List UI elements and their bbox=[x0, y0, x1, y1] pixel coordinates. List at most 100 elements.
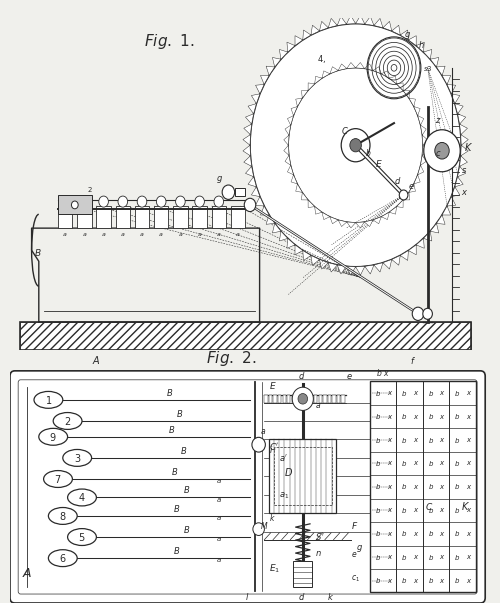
Polygon shape bbox=[442, 75, 450, 84]
Text: $\mathit{f}$: $\mathit{f}$ bbox=[410, 355, 416, 365]
Text: $\mathit{d}$: $\mathit{d}$ bbox=[298, 592, 306, 602]
Text: $\mathit{b}$: $\mathit{b}$ bbox=[402, 412, 407, 421]
Polygon shape bbox=[338, 220, 347, 227]
Text: $\mathit{Fig.\ 1.}$: $\mathit{Fig.\ 1.}$ bbox=[144, 32, 195, 51]
Text: $\mathit{b}$: $\mathit{b}$ bbox=[428, 553, 434, 562]
Text: $\mathit{x}$: $\mathit{x}$ bbox=[413, 554, 420, 561]
Polygon shape bbox=[330, 67, 338, 74]
Circle shape bbox=[72, 201, 78, 209]
Polygon shape bbox=[322, 71, 330, 78]
Text: $\mathit{7}$: $\mathit{7}$ bbox=[54, 473, 62, 485]
Circle shape bbox=[214, 196, 224, 207]
Text: $\mathit{b\ x}$: $\mathit{b\ x}$ bbox=[376, 367, 390, 378]
Text: $\mathit{x}$: $\mathit{x}$ bbox=[440, 530, 446, 538]
Ellipse shape bbox=[48, 550, 77, 567]
Text: $\mathit{B}$: $\mathit{B}$ bbox=[171, 466, 178, 477]
Text: $\mathit{b}$: $\mathit{b}$ bbox=[402, 459, 407, 468]
Circle shape bbox=[252, 437, 266, 452]
Polygon shape bbox=[414, 107, 420, 116]
Circle shape bbox=[118, 196, 128, 207]
Text: $\mathit{x}$: $\mathit{x}$ bbox=[386, 412, 393, 420]
Text: $\mathit{2}$: $\mathit{2}$ bbox=[87, 185, 92, 194]
Text: $\mathit{D}$: $\mathit{D}$ bbox=[284, 466, 292, 478]
Polygon shape bbox=[288, 165, 294, 175]
Text: $\mathit{a}$: $\mathit{a}$ bbox=[82, 232, 87, 238]
Text: $\mathit{B}$: $\mathit{B}$ bbox=[183, 484, 190, 495]
Text: $\mathit{B}$: $\mathit{B}$ bbox=[176, 408, 183, 418]
Circle shape bbox=[400, 190, 408, 200]
Text: $\mathit{B}$: $\mathit{B}$ bbox=[173, 503, 180, 514]
Polygon shape bbox=[246, 166, 254, 177]
Polygon shape bbox=[460, 124, 468, 134]
Text: $\mathit{i}$: $\mathit{i}$ bbox=[269, 444, 274, 455]
Polygon shape bbox=[374, 263, 383, 272]
Text: $\mathit{x}$: $\mathit{x}$ bbox=[413, 576, 420, 585]
Polygon shape bbox=[365, 265, 374, 274]
Polygon shape bbox=[383, 21, 392, 31]
Polygon shape bbox=[272, 223, 281, 233]
Ellipse shape bbox=[63, 449, 92, 466]
Bar bbox=[264, 394, 268, 403]
Polygon shape bbox=[347, 222, 356, 228]
Polygon shape bbox=[392, 256, 400, 265]
Bar bbox=[310, 394, 313, 403]
Polygon shape bbox=[461, 145, 468, 156]
Circle shape bbox=[412, 307, 424, 320]
Polygon shape bbox=[280, 231, 287, 241]
Polygon shape bbox=[383, 259, 392, 269]
Polygon shape bbox=[243, 145, 250, 156]
Text: $\mathit{k}$: $\mathit{k}$ bbox=[269, 512, 276, 523]
Ellipse shape bbox=[39, 428, 68, 445]
Circle shape bbox=[292, 387, 314, 411]
Polygon shape bbox=[365, 16, 374, 25]
Circle shape bbox=[244, 198, 256, 212]
Text: $\mathit{b}$: $\mathit{b}$ bbox=[375, 412, 381, 421]
Bar bbox=[20, 322, 471, 350]
Polygon shape bbox=[287, 42, 295, 52]
Polygon shape bbox=[296, 98, 302, 107]
Polygon shape bbox=[436, 66, 445, 75]
Text: $\mathit{b}$: $\mathit{b}$ bbox=[454, 553, 460, 562]
Text: $\mathit{x}$: $\mathit{x}$ bbox=[466, 459, 472, 467]
Bar bbox=[337, 394, 340, 403]
Text: $\mathit{a}$: $\mathit{a}$ bbox=[216, 477, 222, 485]
Polygon shape bbox=[256, 84, 264, 94]
Bar bbox=[269, 394, 272, 403]
Polygon shape bbox=[356, 16, 365, 24]
Text: $\mathit{B}$: $\mathit{B}$ bbox=[34, 247, 42, 257]
Text: $\mathit{e}$: $\mathit{e}$ bbox=[351, 551, 357, 559]
Text: $\mathit{x}$: $\mathit{x}$ bbox=[386, 507, 393, 514]
Bar bbox=[234, 188, 245, 196]
Text: $\mathit{a}$: $\mathit{a}$ bbox=[158, 232, 164, 238]
Circle shape bbox=[99, 196, 108, 207]
Circle shape bbox=[341, 128, 370, 162]
Text: $\mathit{9}$: $\mathit{9}$ bbox=[50, 431, 57, 443]
Polygon shape bbox=[320, 259, 328, 269]
Text: $\mathit{E}$: $\mathit{E}$ bbox=[269, 380, 277, 391]
Text: $\mathit{l}$: $\mathit{l}$ bbox=[245, 592, 250, 602]
Text: $\mathit{A}$: $\mathit{A}$ bbox=[92, 353, 100, 365]
Text: $\mathit{B}$: $\mathit{B}$ bbox=[168, 423, 175, 435]
Text: $\mathit{a}$: $\mathit{a}$ bbox=[216, 535, 222, 543]
Text: $\mathit{b}$: $\mathit{b}$ bbox=[428, 529, 434, 538]
Text: $\mathit{F}$: $\mathit{F}$ bbox=[351, 520, 358, 531]
Polygon shape bbox=[322, 212, 330, 219]
Circle shape bbox=[137, 196, 147, 207]
Polygon shape bbox=[452, 187, 460, 197]
Bar bbox=[58, 195, 92, 214]
Bar bbox=[212, 206, 226, 228]
Polygon shape bbox=[458, 166, 466, 177]
Text: $\mathit{x}$: $\mathit{x}$ bbox=[466, 530, 472, 538]
Text: $\mathit{b}$: $\mathit{b}$ bbox=[402, 506, 407, 515]
Circle shape bbox=[195, 196, 204, 207]
Text: $\mathit{b}$: $\mathit{b}$ bbox=[454, 412, 460, 421]
Text: $\mathit{b}$: $\mathit{b}$ bbox=[428, 576, 434, 586]
Text: $\mathit{x}$: $\mathit{x}$ bbox=[413, 507, 420, 514]
Text: $\mathit{e}$: $\mathit{e}$ bbox=[346, 372, 353, 380]
Text: $\mathit{a}$: $\mathit{a}$ bbox=[315, 401, 321, 410]
Text: $\mathit{a_1}$: $\mathit{a_1}$ bbox=[279, 490, 289, 501]
Circle shape bbox=[435, 142, 449, 159]
Text: $\mathit{b}$: $\mathit{b}$ bbox=[375, 435, 381, 444]
Polygon shape bbox=[400, 30, 408, 40]
Circle shape bbox=[222, 185, 234, 200]
